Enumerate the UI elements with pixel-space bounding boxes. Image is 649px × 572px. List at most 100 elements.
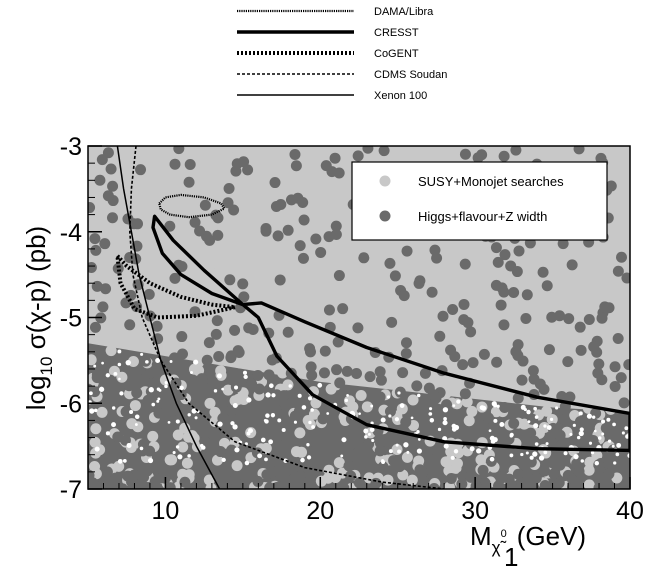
dark-point <box>302 436 314 448</box>
dark-point <box>437 310 449 322</box>
light-point <box>406 474 418 486</box>
speckle <box>190 371 193 374</box>
speckle <box>509 453 514 458</box>
light-point <box>276 338 288 350</box>
dark-point <box>88 202 96 214</box>
speckle <box>429 417 435 423</box>
dark-point <box>559 413 571 425</box>
light-point <box>343 346 355 358</box>
speckle <box>268 383 274 389</box>
dark-point <box>490 279 502 291</box>
dark-point <box>243 322 255 334</box>
light-point <box>276 261 288 273</box>
dark-point <box>318 367 330 379</box>
dark-point <box>374 366 386 378</box>
dark-point <box>548 468 560 480</box>
speckle <box>442 420 448 426</box>
dark-point <box>400 416 412 428</box>
light-point <box>414 346 426 358</box>
light-point <box>604 285 616 297</box>
speckle <box>247 428 253 434</box>
light-point <box>285 214 297 226</box>
dark-point <box>543 344 555 356</box>
light-point <box>260 305 272 317</box>
light-point <box>601 268 613 280</box>
dark-point <box>94 174 106 186</box>
dark-point <box>573 465 585 477</box>
x-tick-label: 20 <box>306 497 334 525</box>
dark-point <box>206 375 218 387</box>
speckle <box>129 409 134 415</box>
light-point <box>287 259 299 271</box>
speckle <box>369 427 375 433</box>
dark-point <box>298 214 310 226</box>
dark-point <box>131 387 143 399</box>
dark-point <box>203 337 215 349</box>
dark-point <box>120 406 132 418</box>
dark-point <box>164 482 176 489</box>
speckle <box>317 382 323 388</box>
dark-point <box>352 150 364 162</box>
speckle <box>167 420 171 424</box>
dark-point <box>434 330 446 342</box>
speckle <box>543 450 548 455</box>
speckle <box>169 360 173 363</box>
dark-point <box>566 259 578 271</box>
light-point <box>361 401 373 413</box>
light-point <box>203 474 215 486</box>
speckle <box>125 359 131 366</box>
y-tick-label: -4 <box>60 219 82 247</box>
speckle <box>193 359 199 365</box>
light-point <box>177 441 189 453</box>
y-label-sub: 10 <box>37 357 56 376</box>
dark-point <box>411 380 423 392</box>
dark-point <box>109 472 121 484</box>
light-point <box>572 282 584 294</box>
light-point <box>233 267 245 279</box>
light-point <box>325 383 337 395</box>
speckle <box>428 412 433 416</box>
speckle <box>260 437 266 443</box>
light-point <box>305 332 317 344</box>
dark-point <box>575 344 587 356</box>
dark-point <box>609 380 621 392</box>
dark-point <box>495 472 507 484</box>
speckle <box>126 442 132 449</box>
light-point <box>451 457 463 469</box>
dark-point <box>138 373 150 385</box>
light-point <box>369 310 381 322</box>
dark-point <box>282 326 294 338</box>
speckle <box>175 419 180 424</box>
dark-point <box>593 459 605 471</box>
dark-point <box>305 361 317 373</box>
speckle <box>417 438 421 441</box>
speckle <box>469 446 475 452</box>
light-point <box>534 334 546 346</box>
dark-point <box>319 345 331 357</box>
dark-point <box>400 337 412 349</box>
speckle <box>527 420 531 424</box>
dark-point <box>511 266 523 278</box>
speckle <box>493 403 498 408</box>
light-point <box>397 469 409 481</box>
light-point <box>206 257 218 269</box>
dark-point <box>588 341 600 353</box>
speckle <box>117 362 122 367</box>
dark-point <box>447 304 459 316</box>
speckle <box>555 406 559 410</box>
speckle <box>534 415 539 419</box>
speckle <box>358 412 361 416</box>
light-point <box>129 400 141 412</box>
x-label-sup: 0 <box>501 528 507 540</box>
dark-point <box>330 229 342 241</box>
speckle <box>549 417 554 422</box>
speckle <box>187 413 191 417</box>
light-point <box>505 373 517 385</box>
dark-point <box>230 165 242 177</box>
light-point <box>185 317 197 329</box>
speckle <box>213 389 218 393</box>
speckle <box>386 395 391 399</box>
speckle <box>597 436 602 440</box>
light-point <box>123 181 135 193</box>
dark-point <box>238 156 250 168</box>
